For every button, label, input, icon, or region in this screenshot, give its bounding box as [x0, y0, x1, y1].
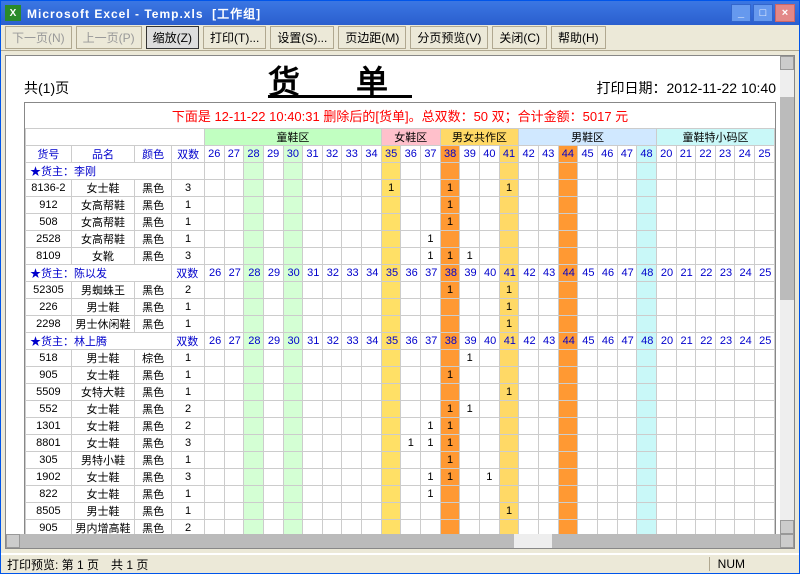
status-num: NUM: [709, 557, 753, 571]
size-col-45: 45: [578, 146, 598, 163]
size-col-33: 33: [342, 146, 362, 163]
page-count: 共(1)页: [24, 78, 164, 98]
size-col-20: 20: [656, 146, 676, 163]
size-col-41: 41: [499, 146, 519, 163]
size-col-24: 24: [735, 146, 755, 163]
toolbar: 下一页(N) 上一页(P) 缩放(Z) 打印(T)... 设置(S)... 页边…: [1, 25, 799, 51]
prev-page-button[interactable]: 上一页(P): [76, 26, 142, 49]
scroll-left-arrow[interactable]: [6, 534, 20, 548]
table-row: 2528女高帮鞋黑色11: [26, 231, 775, 248]
vscroll-thumb[interactable]: [780, 97, 794, 300]
size-col-36: 36: [401, 146, 421, 163]
zone-female: 女鞋区: [381, 129, 440, 146]
size-col-27: 27: [224, 146, 244, 163]
owner-row: ★货主：李刚: [26, 163, 775, 180]
margins-button[interactable]: 页边距(M): [338, 26, 406, 49]
excel-icon: X: [5, 5, 21, 21]
zoom-button[interactable]: 缩放(Z): [146, 26, 199, 49]
close-button[interactable]: ×: [775, 4, 795, 22]
table-row: 8801女士鞋黑色3111: [26, 435, 775, 452]
col-name: 品名: [71, 146, 134, 163]
size-col-46: 46: [597, 146, 617, 163]
preview-area: 共(1)页 货 单 打印日期：2012-11-22 10:40 下面是 12-1…: [5, 55, 795, 549]
table-row: 912女高帮鞋黑色11: [26, 197, 775, 214]
summary-line: 下面是 12-11-22 10:40:31 删除后的[货单]。总双数：50 双；…: [24, 102, 776, 128]
table-row: 1301女士鞋黑色211: [26, 418, 775, 435]
owner-row: ★货主：林上腾双数2627282930313233343536373839404…: [26, 333, 775, 350]
titlebar: X Microsoft Excel - Temp.xls [工作组] _ □ ×: [1, 1, 799, 25]
scroll-down-arrow[interactable]: [780, 520, 794, 534]
owner-row: ★货主：陈以发双数2627282930313233343536373839404…: [26, 265, 775, 282]
size-col-39: 39: [460, 146, 480, 163]
zone-child: 童鞋区: [204, 129, 381, 146]
size-col-28: 28: [244, 146, 264, 163]
size-col-35: 35: [381, 146, 401, 163]
table-row: 8109女靴黑色3111: [26, 248, 775, 265]
print-button[interactable]: 打印(T)...: [203, 26, 266, 49]
size-col-30: 30: [283, 146, 303, 163]
page-break-button[interactable]: 分页预览(V): [410, 26, 488, 49]
table-row: 52305男蜘蛛王黑色211: [26, 282, 775, 299]
size-col-38: 38: [440, 146, 460, 163]
zone-male: 男鞋区: [519, 129, 657, 146]
table-row: 8505男士鞋黑色11: [26, 503, 775, 520]
size-col-23: 23: [715, 146, 735, 163]
window-title: Microsoft Excel - Temp.xls [工作组]: [27, 5, 731, 22]
vertical-scrollbar[interactable]: [780, 56, 794, 534]
scroll-right-arrow[interactable]: [780, 534, 794, 548]
next-page-button[interactable]: 下一页(N): [5, 26, 72, 49]
help-button[interactable]: 帮助(H): [551, 26, 606, 49]
table-row: 305男特小鞋黑色11: [26, 452, 775, 469]
size-col-26: 26: [204, 146, 224, 163]
print-date: 打印日期：2012-11-22 10:40: [516, 78, 776, 98]
table-row: 822女士鞋黑色11: [26, 486, 775, 503]
status-left: 打印预览: 第 1 页 共 1 页: [7, 556, 148, 573]
horizontal-scrollbar[interactable]: [6, 534, 794, 548]
size-col-43: 43: [538, 146, 558, 163]
zone-childsmall: 童鞋特小码区: [656, 129, 774, 146]
size-col-42: 42: [519, 146, 539, 163]
size-col-37: 37: [421, 146, 441, 163]
col-id: 货号: [26, 146, 72, 163]
hscroll-thumb-right[interactable]: [552, 534, 780, 548]
setup-button[interactable]: 设置(S)...: [270, 26, 334, 49]
size-col-31: 31: [303, 146, 323, 163]
table-row: 8136-2女士鞋黑色3111: [26, 180, 775, 197]
table-row: 508女高帮鞋黑色11: [26, 214, 775, 231]
table-row: 2298男士休闲鞋黑色11: [26, 316, 775, 333]
col-pairs: 双数: [172, 146, 205, 163]
table-row: 1902女士鞋黑色3111: [26, 469, 775, 486]
size-col-25: 25: [755, 146, 775, 163]
size-col-48: 48: [637, 146, 657, 163]
zone-mixed: 男女共作区: [440, 129, 519, 146]
table-row: 905女士鞋黑色11: [26, 367, 775, 384]
size-col-34: 34: [362, 146, 382, 163]
data-table: 童鞋区女鞋区男女共作区男鞋区童鞋特小码区货号品名颜色双数262728293031…: [25, 128, 775, 549]
size-col-29: 29: [263, 146, 283, 163]
doc-title: 货 单: [164, 66, 516, 98]
table-row: 226男士鞋黑色11: [26, 299, 775, 316]
table-row: 518男士鞋棕色11: [26, 350, 775, 367]
size-col-47: 47: [617, 146, 637, 163]
size-col-21: 21: [676, 146, 696, 163]
size-col-22: 22: [696, 146, 716, 163]
hscroll-thumb-left[interactable]: [20, 534, 514, 548]
size-col-40: 40: [480, 146, 500, 163]
close-preview-button[interactable]: 关闭(C): [492, 26, 547, 49]
scroll-up-arrow[interactable]: [780, 56, 794, 70]
table-row: 5509女特大鞋黑色11: [26, 384, 775, 401]
col-color: 颜色: [135, 146, 172, 163]
table-row: 552女士鞋黑色211: [26, 401, 775, 418]
size-col-44: 44: [558, 146, 578, 163]
minimize-button[interactable]: _: [731, 4, 751, 22]
statusbar: 打印预览: 第 1 页 共 1 页 NUM: [1, 553, 799, 573]
size-col-32: 32: [322, 146, 342, 163]
maximize-button[interactable]: □: [753, 4, 773, 22]
